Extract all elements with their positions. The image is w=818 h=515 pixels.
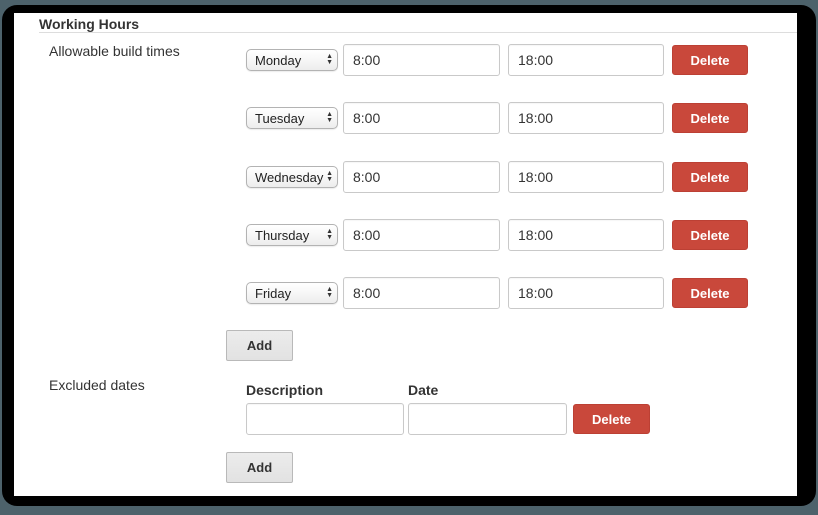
date-input[interactable] — [408, 403, 567, 435]
day-select[interactable]: Monday ▲ ▼ — [246, 49, 338, 71]
select-updown-icon: ▲ ▼ — [326, 53, 333, 66]
build-time-row: Thursday ▲▼ Delete — [246, 219, 766, 251]
end-time-input[interactable] — [508, 44, 664, 76]
select-updown-icon: ▲ ▼ — [326, 111, 333, 124]
day-select-value: Thursday — [255, 227, 310, 243]
excluded-date-row: Delete — [246, 403, 766, 435]
day-select[interactable]: Wednesday ▲ ▼ — [246, 166, 338, 188]
day-select-value: Tuesday — [255, 110, 305, 126]
add-build-time-button[interactable]: Add — [226, 330, 293, 361]
day-select-value: Monday — [255, 52, 302, 68]
add-excluded-date-button[interactable]: Add — [226, 452, 293, 483]
day-select[interactable]: Friday ▲ ▼ — [246, 282, 338, 304]
start-time-input[interactable] — [343, 219, 500, 251]
section-title: Working Hours — [39, 16, 140, 32]
working-hours-panel: Working Hours Allowable build times Mond… — [14, 13, 797, 496]
day-select[interactable]: Thursday ▲ ▼ — [246, 224, 338, 246]
start-time-input[interactable] — [343, 161, 500, 193]
description-input[interactable] — [246, 403, 404, 435]
end-time-input[interactable] — [508, 161, 664, 193]
day-select[interactable]: Tuesday ▲ ▼ — [246, 107, 338, 129]
day-select-value: Friday — [255, 285, 292, 301]
date-column-header: Date — [408, 382, 439, 398]
allowable-build-times-label: Allowable build times — [49, 43, 180, 59]
delete-button[interactable]: Delete — [672, 220, 748, 250]
start-time-input[interactable] — [343, 102, 500, 134]
build-time-row: Tuesday ▲▼ Delete — [246, 102, 766, 134]
description-column-header: Description — [246, 382, 324, 398]
delete-button[interactable]: Delete — [672, 103, 748, 133]
select-updown-icon: ▲ ▼ — [326, 170, 333, 183]
delete-button[interactable]: Delete — [672, 278, 748, 308]
select-updown-icon: ▲ ▼ — [326, 228, 333, 241]
select-updown-icon: ▲ ▼ — [326, 286, 333, 299]
section-divider — [39, 32, 797, 33]
end-time-input[interactable] — [508, 102, 664, 134]
end-time-input[interactable] — [508, 219, 664, 251]
start-time-input[interactable] — [343, 277, 500, 309]
end-time-input[interactable] — [508, 277, 664, 309]
app-window: Working Hours Allowable build times Mond… — [2, 5, 816, 506]
excluded-dates-label: Excluded dates — [49, 377, 145, 393]
delete-button[interactable]: Delete — [672, 162, 748, 192]
day-select-value: Wednesday — [255, 169, 324, 185]
build-time-row: Wednesday ▲▼ Delete — [246, 161, 766, 193]
start-time-input[interactable] — [343, 44, 500, 76]
build-time-row: Monday ▲▼ Delete — [246, 44, 766, 76]
build-time-row: Friday ▲▼ Delete — [246, 277, 766, 309]
delete-button[interactable]: Delete — [573, 404, 650, 434]
delete-button[interactable]: Delete — [672, 45, 748, 75]
